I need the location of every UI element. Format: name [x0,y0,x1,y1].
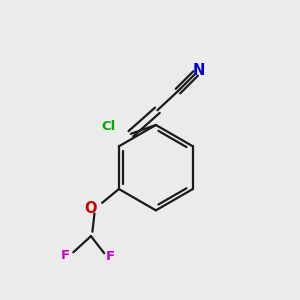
Text: Cl: Cl [102,120,116,133]
Text: N: N [193,63,206,78]
Text: F: F [61,249,70,262]
Text: O: O [84,201,97,216]
Text: F: F [106,250,115,262]
